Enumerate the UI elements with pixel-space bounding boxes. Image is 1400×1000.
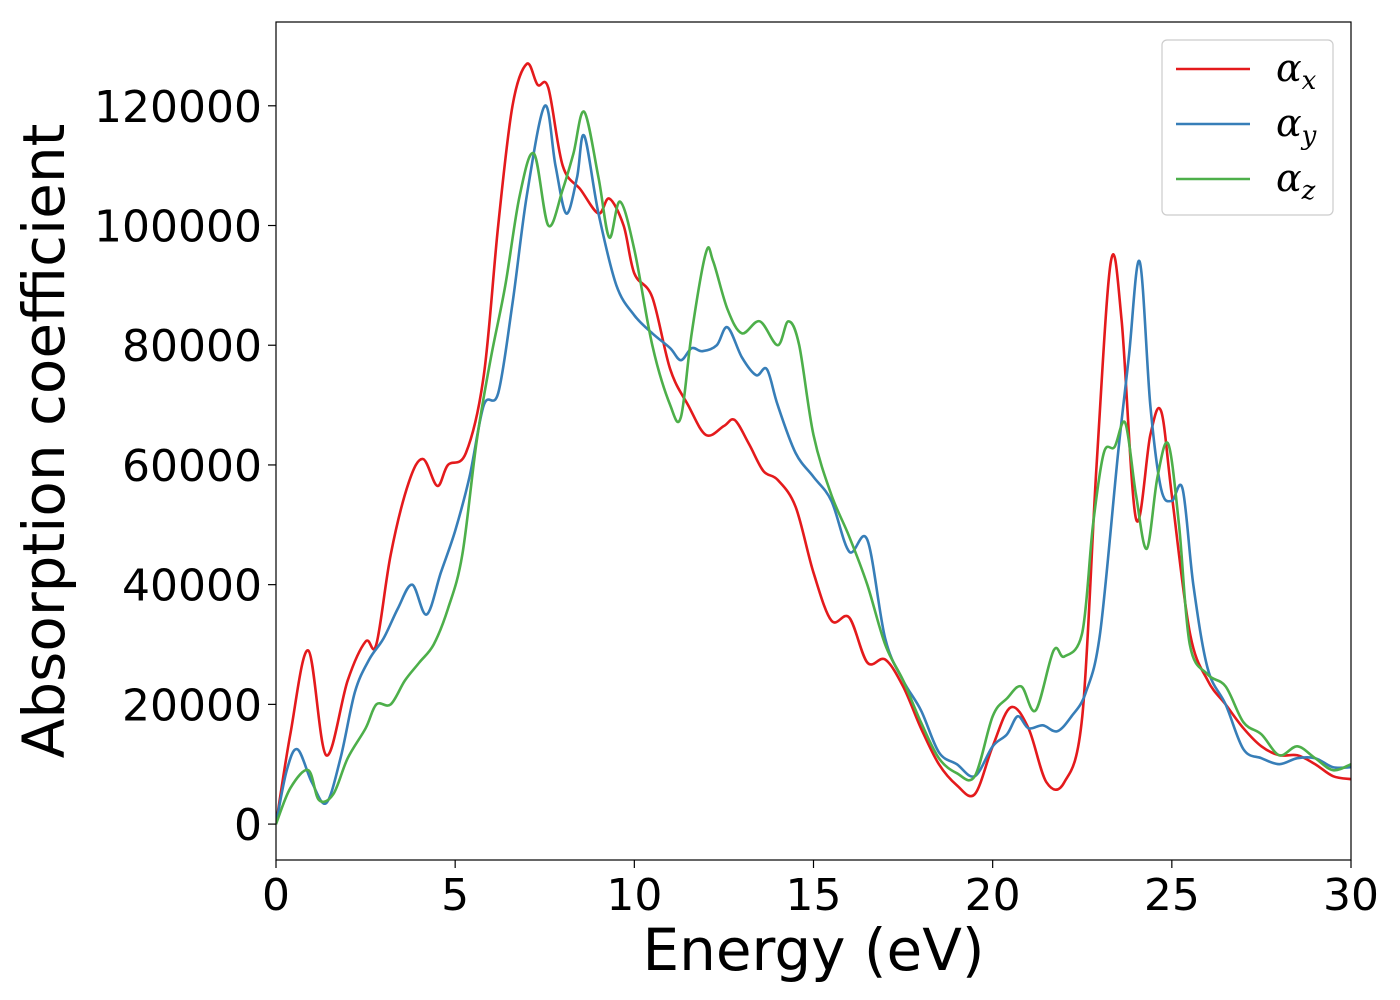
- x-tick-label: 20: [965, 870, 1021, 921]
- y-tick-label: 40000: [122, 561, 262, 612]
- x-tick-label: 15: [786, 870, 842, 921]
- y-tick-label: 20000: [122, 680, 262, 731]
- y-ticks: 0 20000 40000 60000 80000 100000 120000: [94, 82, 276, 851]
- legend-label-z: αz: [1276, 156, 1316, 206]
- x-tick-label: 25: [1144, 870, 1200, 921]
- x-tick-label: 5: [441, 870, 469, 921]
- legend-label-x: αx: [1276, 46, 1317, 96]
- y-tick-label: 100000: [94, 202, 262, 253]
- series-layer: [276, 62, 1351, 825]
- legend-box: [1161, 39, 1334, 216]
- y-tick-label: 0: [234, 800, 262, 851]
- x-tick-label: 10: [606, 870, 662, 921]
- y-tick-label: 120000: [94, 82, 262, 133]
- series-line-y: [276, 104, 1351, 825]
- series-line-x: [276, 62, 1351, 825]
- x-axis-label: Energy (eV): [642, 916, 984, 984]
- y-axis-label: Absorption coefficient: [10, 124, 78, 759]
- legend-label-y: αy: [1276, 101, 1317, 151]
- series-line-z: [276, 110, 1351, 825]
- x-tick-label: 0: [262, 870, 290, 921]
- y-tick-label: 60000: [122, 441, 262, 492]
- y-tick-label: 80000: [122, 321, 262, 372]
- x-tick-label: 30: [1323, 870, 1379, 921]
- x-ticks: 0 5 10 15 20 25 30: [262, 860, 1379, 921]
